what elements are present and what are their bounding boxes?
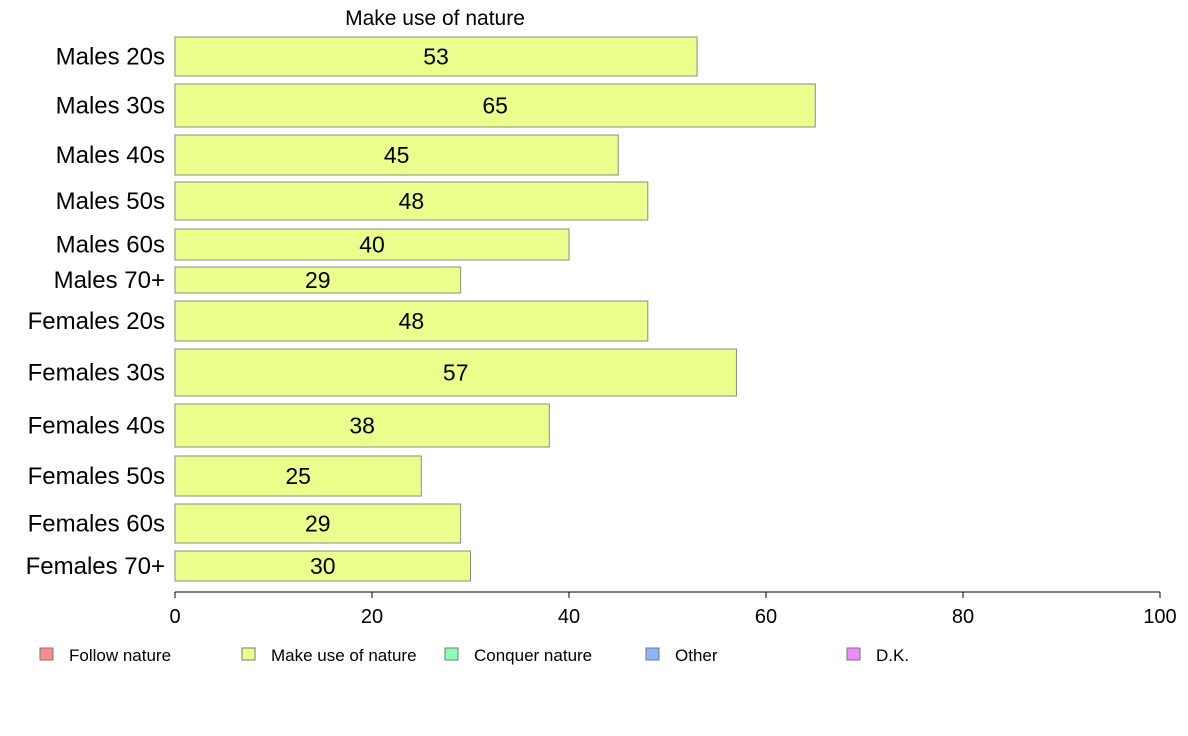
data-label: 48 (399, 308, 425, 334)
data-label: 29 (305, 267, 331, 293)
legend-label: D.K. (876, 646, 909, 665)
category-label: Females 20s (28, 308, 165, 335)
legend-swatch (645, 647, 660, 661)
legend-label: Follow nature (69, 646, 171, 665)
legend-swatch (241, 647, 256, 661)
category-label: Females 70+ (26, 553, 165, 580)
bar (174, 348, 737, 397)
data-label: 30 (310, 553, 336, 579)
legend-label: Conquer nature (474, 646, 592, 665)
x-tick-label: 80 (952, 606, 974, 628)
data-label: 38 (349, 413, 375, 439)
data-label: 40 (359, 232, 385, 258)
category-label: Males 70+ (54, 267, 165, 294)
bar (174, 134, 619, 176)
category-label: Males 50s (56, 188, 165, 215)
bar (174, 550, 471, 582)
category-label: Females 60s (28, 511, 165, 538)
x-tick-label: 60 (755, 606, 777, 628)
legend-label: Make use of nature (271, 646, 417, 665)
category-label: Females 50s (28, 463, 165, 490)
x-tick-label: 100 (1143, 606, 1176, 628)
bar (174, 300, 649, 342)
bar (174, 403, 550, 448)
data-label: 57 (443, 360, 469, 386)
chart-title: Make use of nature (345, 7, 525, 30)
legend-swatch (846, 647, 861, 661)
category-label: Males 20s (56, 44, 165, 71)
x-tick-label: 0 (169, 606, 180, 628)
bar (174, 503, 462, 544)
data-label: 25 (285, 463, 311, 489)
bar (174, 228, 570, 261)
data-label: 48 (399, 188, 425, 214)
data-label: 53 (423, 44, 449, 70)
category-label: Males 40s (56, 142, 165, 169)
bar (174, 181, 649, 221)
legend-swatch (39, 647, 54, 661)
legend-label: Other (675, 646, 718, 665)
bar (174, 455, 422, 497)
legend: Follow nature Make use of nature Conquer n… (39, 646, 909, 665)
bars-group: 53 Males 20s 65 Males 30s 45 Males 40s 48 Males… (26, 36, 816, 582)
category-label: Females 30s (28, 360, 165, 387)
data-label: 29 (305, 511, 331, 537)
bar (174, 36, 698, 77)
x-axis: 0 20 40 60 80 100 (169, 591, 1177, 628)
data-label: 45 (384, 142, 410, 168)
category-label: Females 40s (28, 413, 165, 440)
x-tick-label: 40 (558, 606, 580, 628)
category-label: Males 60s (56, 232, 165, 259)
bar (174, 266, 462, 294)
bar (174, 83, 816, 128)
legend-swatch (444, 647, 459, 661)
data-label: 65 (482, 93, 508, 119)
x-tick-label: 20 (361, 606, 383, 628)
category-label: Males 30s (56, 93, 165, 120)
